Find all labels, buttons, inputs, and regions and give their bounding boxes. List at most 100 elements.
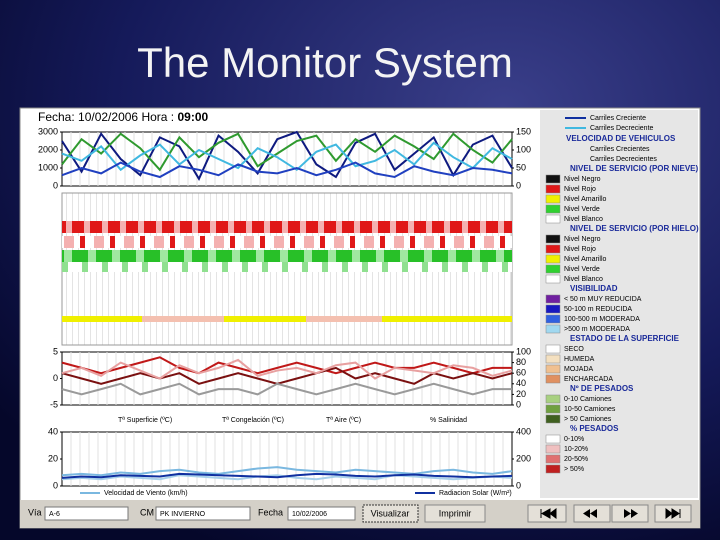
legend-swatch bbox=[545, 404, 561, 414]
legend-label: 50-100 m REDUCIDA bbox=[564, 306, 632, 313]
legend-panel bbox=[540, 110, 698, 498]
y2-tick-label: 200 bbox=[516, 453, 531, 463]
series-line bbox=[61, 161, 513, 179]
date-label: Fecha: bbox=[38, 110, 75, 124]
strip bbox=[62, 221, 512, 233]
legend-label: 10-20% bbox=[564, 446, 588, 453]
via-label: Vía bbox=[28, 507, 42, 517]
date-field-value: 10/02/2006 bbox=[292, 511, 327, 518]
legend-label: Nivel Rojo bbox=[564, 246, 596, 253]
status-strips bbox=[61, 192, 513, 346]
y2-tick-label: 50 bbox=[516, 162, 526, 172]
legend-label: > 50% bbox=[564, 466, 584, 473]
legend-label: Nivel Rojo bbox=[564, 186, 596, 193]
legend-label: 20-50% bbox=[564, 456, 588, 463]
legend-label: 0-10 Camiones bbox=[564, 396, 612, 403]
y2-tick-label: 100 bbox=[516, 346, 531, 356]
legend-swatch bbox=[545, 264, 561, 274]
last-icon bbox=[665, 508, 681, 519]
legend-label: Nivel Blanco bbox=[564, 276, 603, 283]
legend-label: HUMEDA bbox=[564, 356, 595, 363]
series-line bbox=[61, 466, 513, 477]
y2-tick-label: 60 bbox=[516, 368, 526, 378]
legend-label: 0-10% bbox=[564, 436, 584, 443]
legend-label: Nivel Amarillo bbox=[564, 256, 607, 263]
next-icon bbox=[624, 509, 638, 518]
legend-label: SECO bbox=[564, 346, 584, 353]
strip bbox=[306, 316, 382, 322]
legend-swatch bbox=[545, 294, 561, 304]
strip bbox=[142, 316, 224, 322]
legend-label: > 50 Camiones bbox=[564, 416, 612, 423]
y-tick-label: 20 bbox=[48, 453, 58, 463]
via-select[interactable] bbox=[44, 506, 129, 521]
series-line bbox=[61, 366, 513, 385]
legend-heading: VELOCIDAD DE VEHICULOS bbox=[566, 134, 676, 143]
legend-swatch bbox=[545, 464, 561, 474]
panel-label: % Salinidad bbox=[430, 417, 467, 424]
strip bbox=[62, 236, 512, 248]
legend-swatch bbox=[545, 364, 561, 374]
print-button[interactable] bbox=[424, 504, 486, 523]
legend-label: Nivel Verde bbox=[564, 266, 600, 273]
slide-title: The Monitor System bbox=[137, 39, 513, 86]
legend-swatch bbox=[545, 184, 561, 194]
legend-heading: NIVEL DE SERVICIO (POR HIELO) bbox=[570, 224, 699, 233]
toolbar-controls: Vía A-6 CM PK INVIERNO Fecha 10/02/2006 … bbox=[28, 504, 692, 523]
legend-swatch bbox=[545, 454, 561, 464]
header: Fecha: 10/02/2006 Hora : 09:00 bbox=[38, 110, 208, 124]
legend-swatch bbox=[545, 314, 561, 324]
legend-swatch bbox=[545, 194, 561, 204]
y-tick-label: 0 bbox=[53, 373, 58, 383]
series-line bbox=[61, 132, 513, 172]
legend-label: MOJADA bbox=[564, 366, 594, 373]
legend-heading: Nº DE PESADOS bbox=[570, 384, 634, 393]
y-tick-label: 1000 bbox=[38, 162, 58, 172]
view-button[interactable] bbox=[362, 504, 419, 523]
legend-heading: NIVEL DE SERVICIO (POR NIEVE) bbox=[570, 164, 699, 173]
legend-swatch bbox=[545, 444, 561, 454]
legend-label: Radiacion Solar (W/m²) bbox=[439, 490, 512, 497]
legend-label: 10-50 Camiones bbox=[564, 406, 616, 413]
legend-label: Nivel Verde bbox=[564, 206, 600, 213]
y2-tick-label: 0 bbox=[516, 180, 521, 190]
legend-label: Carriles Decrecientes bbox=[590, 156, 657, 163]
legend-swatch bbox=[545, 354, 561, 364]
series-line bbox=[61, 358, 513, 380]
series-line bbox=[61, 382, 512, 396]
legend-label: Velocidad de Viento (km/h) bbox=[104, 490, 188, 497]
cm-label: CM bbox=[140, 507, 154, 517]
legend-label: Nivel Negro bbox=[564, 176, 601, 183]
panel-label: Tª Aire (ºC) bbox=[326, 417, 361, 424]
y2-tick-label: 20 bbox=[516, 389, 526, 399]
date-select[interactable] bbox=[287, 506, 356, 521]
legend-swatch bbox=[545, 204, 561, 214]
series-line bbox=[61, 356, 512, 375]
y-tick-label: 0 bbox=[53, 480, 58, 490]
print-button-label: Imprimir bbox=[439, 508, 472, 518]
legend-swatch bbox=[545, 274, 561, 284]
legend-label: < 50 m MUY REDUCIDA bbox=[564, 296, 642, 303]
panel-label: Tª Congelación (ºC) bbox=[222, 417, 284, 424]
legend-swatch bbox=[545, 244, 561, 254]
y2-tick-label: 80 bbox=[516, 357, 526, 367]
y2-tick-label: 0 bbox=[516, 480, 521, 490]
y2-tick-label: 100 bbox=[516, 144, 531, 154]
panel-label: Tª Superficie (ºC) bbox=[118, 417, 172, 424]
legend-swatch bbox=[545, 304, 561, 314]
legend-swatch bbox=[545, 394, 561, 404]
legend-swatch bbox=[545, 214, 561, 224]
via-value: A-6 bbox=[49, 511, 60, 518]
cm-select[interactable] bbox=[155, 506, 251, 521]
series-line bbox=[61, 472, 513, 479]
strip bbox=[382, 316, 512, 322]
legend-label: Carriles Creciente bbox=[590, 115, 646, 122]
strip bbox=[62, 316, 142, 322]
y-tick-label: -5 bbox=[50, 399, 58, 409]
legend-swatch bbox=[545, 414, 561, 424]
y2-tick-label: 0 bbox=[516, 399, 521, 409]
legend-label: Nivel Negro bbox=[564, 236, 601, 243]
y2-tick-label: 150 bbox=[516, 126, 531, 136]
legend-heading: VISIBILIDAD bbox=[570, 284, 618, 293]
